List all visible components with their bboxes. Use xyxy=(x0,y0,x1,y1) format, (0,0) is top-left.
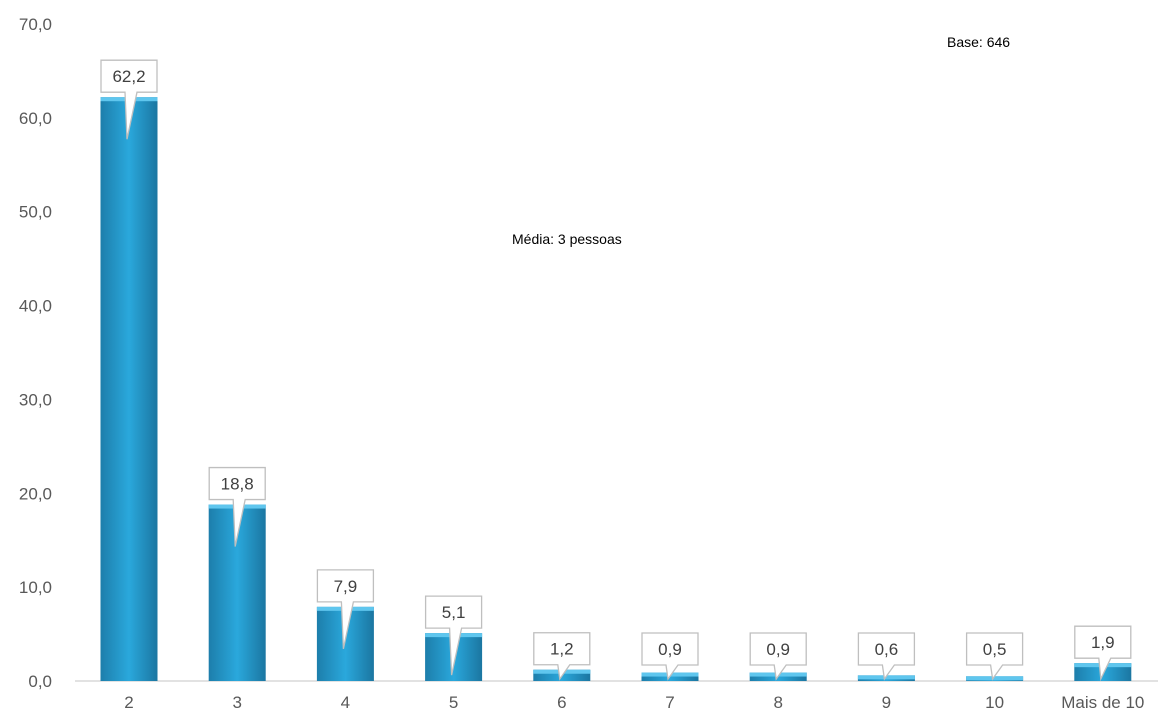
y-tick-label: 40,0 xyxy=(19,297,52,316)
data-label-callout: 18,8 xyxy=(208,466,266,547)
data-label: 0,6 xyxy=(875,640,899,659)
data-label: 0,5 xyxy=(983,640,1007,659)
data-label-box xyxy=(100,59,158,140)
data-label-box xyxy=(749,632,807,681)
x-tick-label: Mais de 10 xyxy=(1061,693,1144,712)
x-tick-label: 8 xyxy=(773,693,782,712)
x-tick-label: 9 xyxy=(882,693,891,712)
x-tick-label: 2 xyxy=(124,693,133,712)
data-label-box xyxy=(424,595,483,676)
x-tick-label: 4 xyxy=(341,693,350,712)
y-tick-label: 10,0 xyxy=(19,578,52,597)
y-tick-label: 50,0 xyxy=(19,203,52,222)
data-label-callout: 1,2 xyxy=(533,632,591,681)
mean-annotation: Média: 3 pessoas xyxy=(512,231,622,247)
data-label-box xyxy=(641,632,699,681)
data-label-box xyxy=(208,466,266,547)
bar xyxy=(100,97,158,682)
x-tick-label: 3 xyxy=(232,693,241,712)
bar-top-highlight xyxy=(857,675,915,680)
data-label: 18,8 xyxy=(221,475,254,494)
x-axis-tick-labels: 2 3 4 5 6 7 8 9 10 Mais de 10 xyxy=(124,693,1144,712)
y-tick-label: 30,0 xyxy=(19,390,52,409)
data-label-box xyxy=(316,569,375,649)
data-label-callout: 1,9 xyxy=(1074,625,1132,682)
data-label-callout: 62,2 xyxy=(100,59,158,140)
bar-top-highlight xyxy=(966,676,1024,681)
x-tick-label: 5 xyxy=(449,693,458,712)
x-tick-label: 7 xyxy=(665,693,674,712)
data-label: 62,2 xyxy=(112,67,145,86)
data-label-callout: 5,1 xyxy=(424,595,483,676)
data-label-box xyxy=(533,632,591,681)
y-tick-label: 20,0 xyxy=(19,484,52,503)
data-label: 5,1 xyxy=(442,603,466,622)
data-label: 1,9 xyxy=(1091,633,1115,652)
base-annotation: Base: 646 xyxy=(947,34,1010,50)
y-tick-label: 70,0 xyxy=(19,15,52,34)
data-label-callout: 0,9 xyxy=(749,632,807,681)
data-label: 0,9 xyxy=(658,640,682,659)
data-label-box xyxy=(965,632,1024,681)
data-labels: 62,2 18,8 7,9 5,1 1,2 0,9 0,9 0,6 0,5 1,9 xyxy=(100,59,1132,682)
data-label: 1,2 xyxy=(550,640,574,659)
data-label-callout: 0,9 xyxy=(641,632,699,681)
data-label-box xyxy=(857,632,916,681)
x-tick-label: 10 xyxy=(985,693,1004,712)
x-tick-label: 6 xyxy=(557,693,566,712)
y-tick-label: 60,0 xyxy=(19,109,52,128)
data-label-callout: 0,5 xyxy=(965,632,1024,681)
data-label: 7,9 xyxy=(334,577,358,596)
bars xyxy=(100,97,1132,682)
y-axis-tick-labels: 0,0 10,0 20,0 30,0 40,0 50,0 60,0 70,0 xyxy=(19,15,52,691)
y-tick-label: 0,0 xyxy=(28,672,52,691)
data-label-callout: 7,9 xyxy=(316,569,375,649)
data-label-callout: 0,6 xyxy=(857,632,916,681)
data-label: 0,9 xyxy=(766,640,790,659)
data-label-box xyxy=(1074,625,1132,682)
